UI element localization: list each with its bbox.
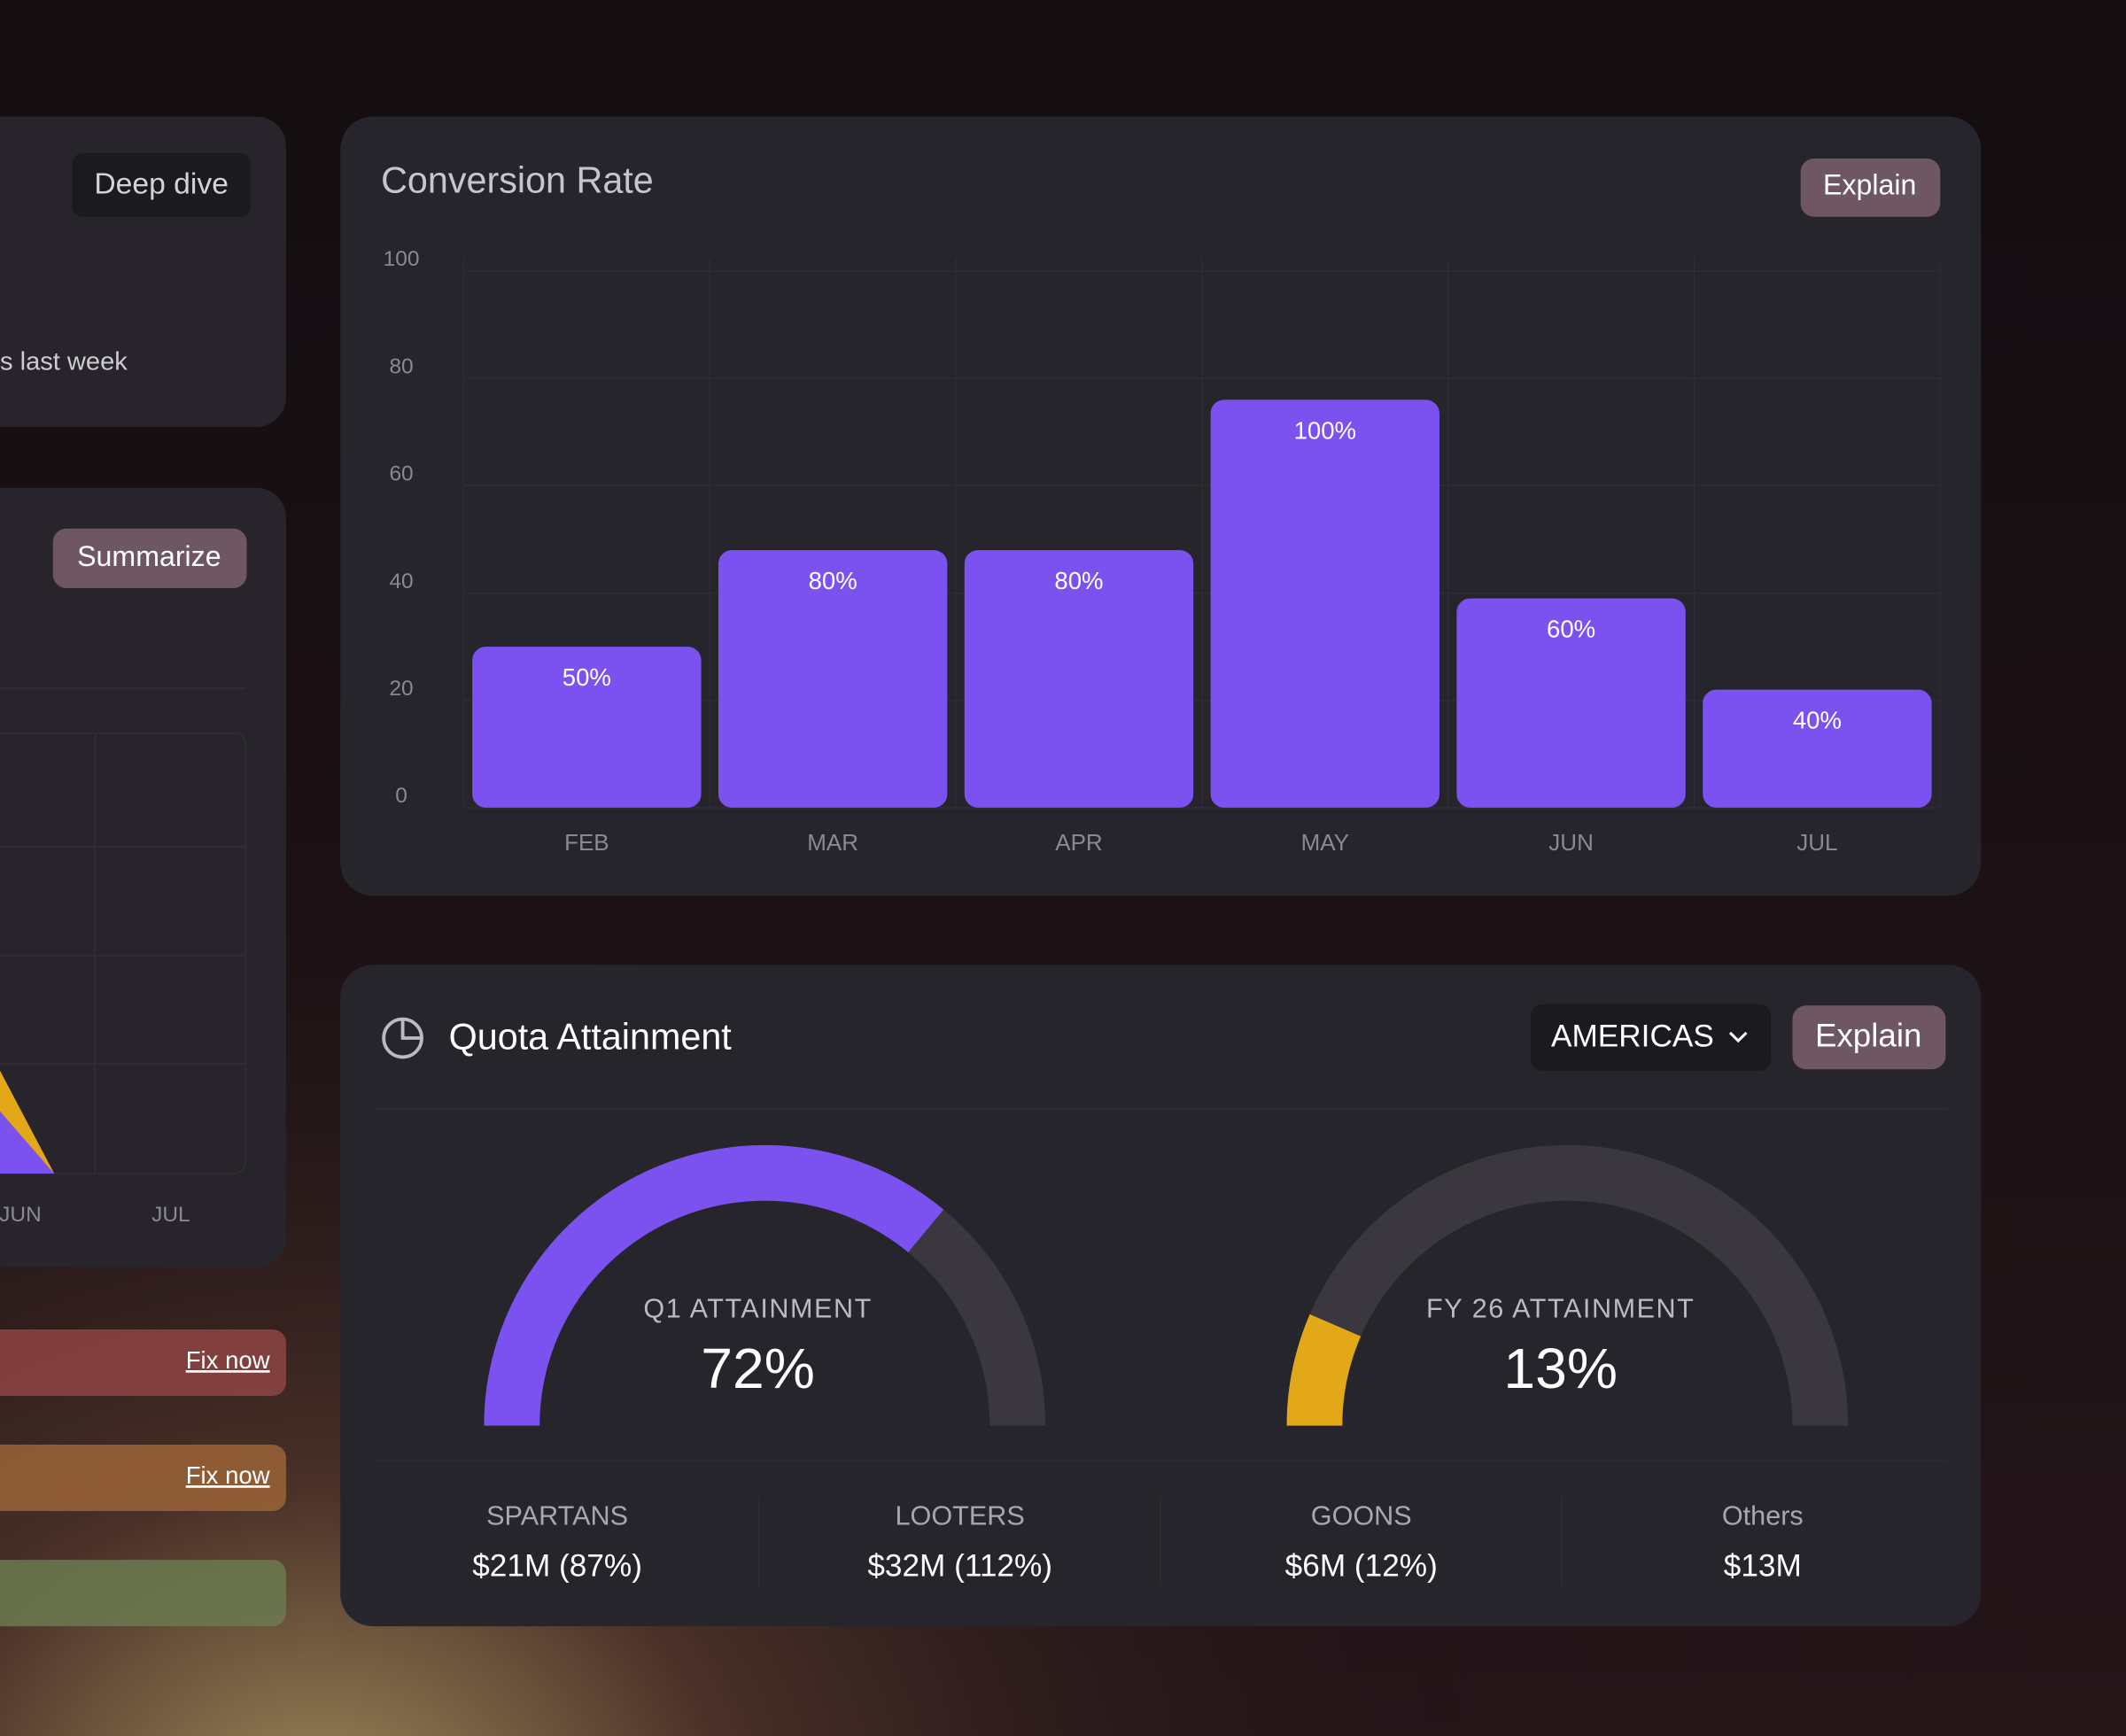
gauges: Q1 ATTAINMENT 72% FY 26 ATTAINMENT 13% <box>484 1144 1849 1427</box>
stat-label: Others <box>1722 1501 1804 1531</box>
stat-label: SPARTANS <box>486 1501 628 1531</box>
gauge-value <box>1286 1314 1362 1427</box>
button-label[interactable]: Summarize <box>77 540 221 572</box>
bar <box>718 550 948 808</box>
y-tick-label: 80 <box>389 354 413 378</box>
stat-label: LOOTERS <box>896 1501 1025 1531</box>
bar-label: 50% <box>563 663 611 691</box>
stat-label: GOONS <box>1311 1501 1412 1531</box>
card-title: Quota Attainment <box>449 1016 733 1057</box>
mini-grid <box>0 687 246 1174</box>
x-tick-label: JUL <box>1796 829 1837 856</box>
x-tick-label: JUL <box>151 1203 190 1227</box>
alert <box>0 1329 286 1396</box>
y-tick-label: 60 <box>389 462 413 486</box>
y-tick-label: 0 <box>395 784 407 808</box>
chevron[interactable] <box>1728 1031 1748 1043</box>
bar <box>1703 689 1932 808</box>
gauge-title: FY 26 ATTAINMENT <box>1426 1294 1695 1324</box>
bar-label: 80% <box>809 567 857 594</box>
region-dropdown[interactable] <box>1531 1004 1771 1071</box>
x-tick-label: JUN <box>0 1203 42 1227</box>
explain-button[interactable] <box>1800 159 1941 217</box>
fix-link[interactable]: Fix now <box>186 1461 270 1489</box>
y-tick-label: 20 <box>389 677 413 701</box>
bar <box>1456 598 1686 808</box>
chart-title: Conversion Rate <box>381 159 654 200</box>
note: s last week <box>0 348 128 376</box>
fix-link[interactable]: Fix now <box>186 1346 270 1374</box>
dropdown-label[interactable]: AMERICAS <box>1551 1019 1714 1053</box>
x-tick-label: APR <box>1055 829 1102 856</box>
stats: SPARTANS $21M (87%) LOOTERS $32M (112%) GOON… <box>472 1497 1804 1586</box>
button-label[interactable]: Deep dive <box>94 168 229 201</box>
x-tick-label: MAY <box>1301 829 1349 856</box>
gauge-value-label: 72% <box>701 1337 815 1400</box>
button-label[interactable]: Explain <box>1823 169 1916 201</box>
pie-icon <box>382 1017 423 1059</box>
alert <box>0 1560 286 1627</box>
gauge-value <box>484 1144 944 1426</box>
y-tick-label: 40 <box>389 570 413 593</box>
stat-value: $32M (112%) <box>867 1549 1052 1584</box>
bar-plot: 0 20 40 60 80 100 50% FEB 80% MAR 80% APR 100% MAY 60%… <box>384 247 1942 856</box>
stat-value: $21M (87%) <box>472 1549 642 1584</box>
explain-button[interactable] <box>1792 1005 1946 1070</box>
bar-label: 40% <box>1793 707 1842 734</box>
alert <box>0 1445 286 1512</box>
card <box>0 487 286 1267</box>
gauge-track <box>1286 1144 1849 1426</box>
bar-label: 60% <box>1547 616 1595 643</box>
gauge-title: Q1 ATTAINMENT <box>643 1294 872 1324</box>
bar <box>1210 399 1439 808</box>
button-label[interactable]: Explain <box>1815 1018 1921 1054</box>
x-tick-label: JUN <box>1548 829 1594 856</box>
deep-dive-button[interactable] <box>72 152 252 217</box>
x-tick-label: FEB <box>564 829 609 856</box>
stat-value: $6M (12%) <box>1285 1549 1438 1584</box>
bar <box>964 550 1194 808</box>
bar <box>472 647 702 808</box>
gauge-value-label: 13% <box>1503 1337 1618 1400</box>
bar-label: 100% <box>1294 416 1356 444</box>
bar-label: 80% <box>1054 567 1103 594</box>
summarize-button[interactable] <box>52 528 247 589</box>
stat-value: $13M <box>1724 1549 1802 1584</box>
y-tick-label: 100 <box>384 247 420 271</box>
x-tick-label: MAR <box>807 829 858 856</box>
